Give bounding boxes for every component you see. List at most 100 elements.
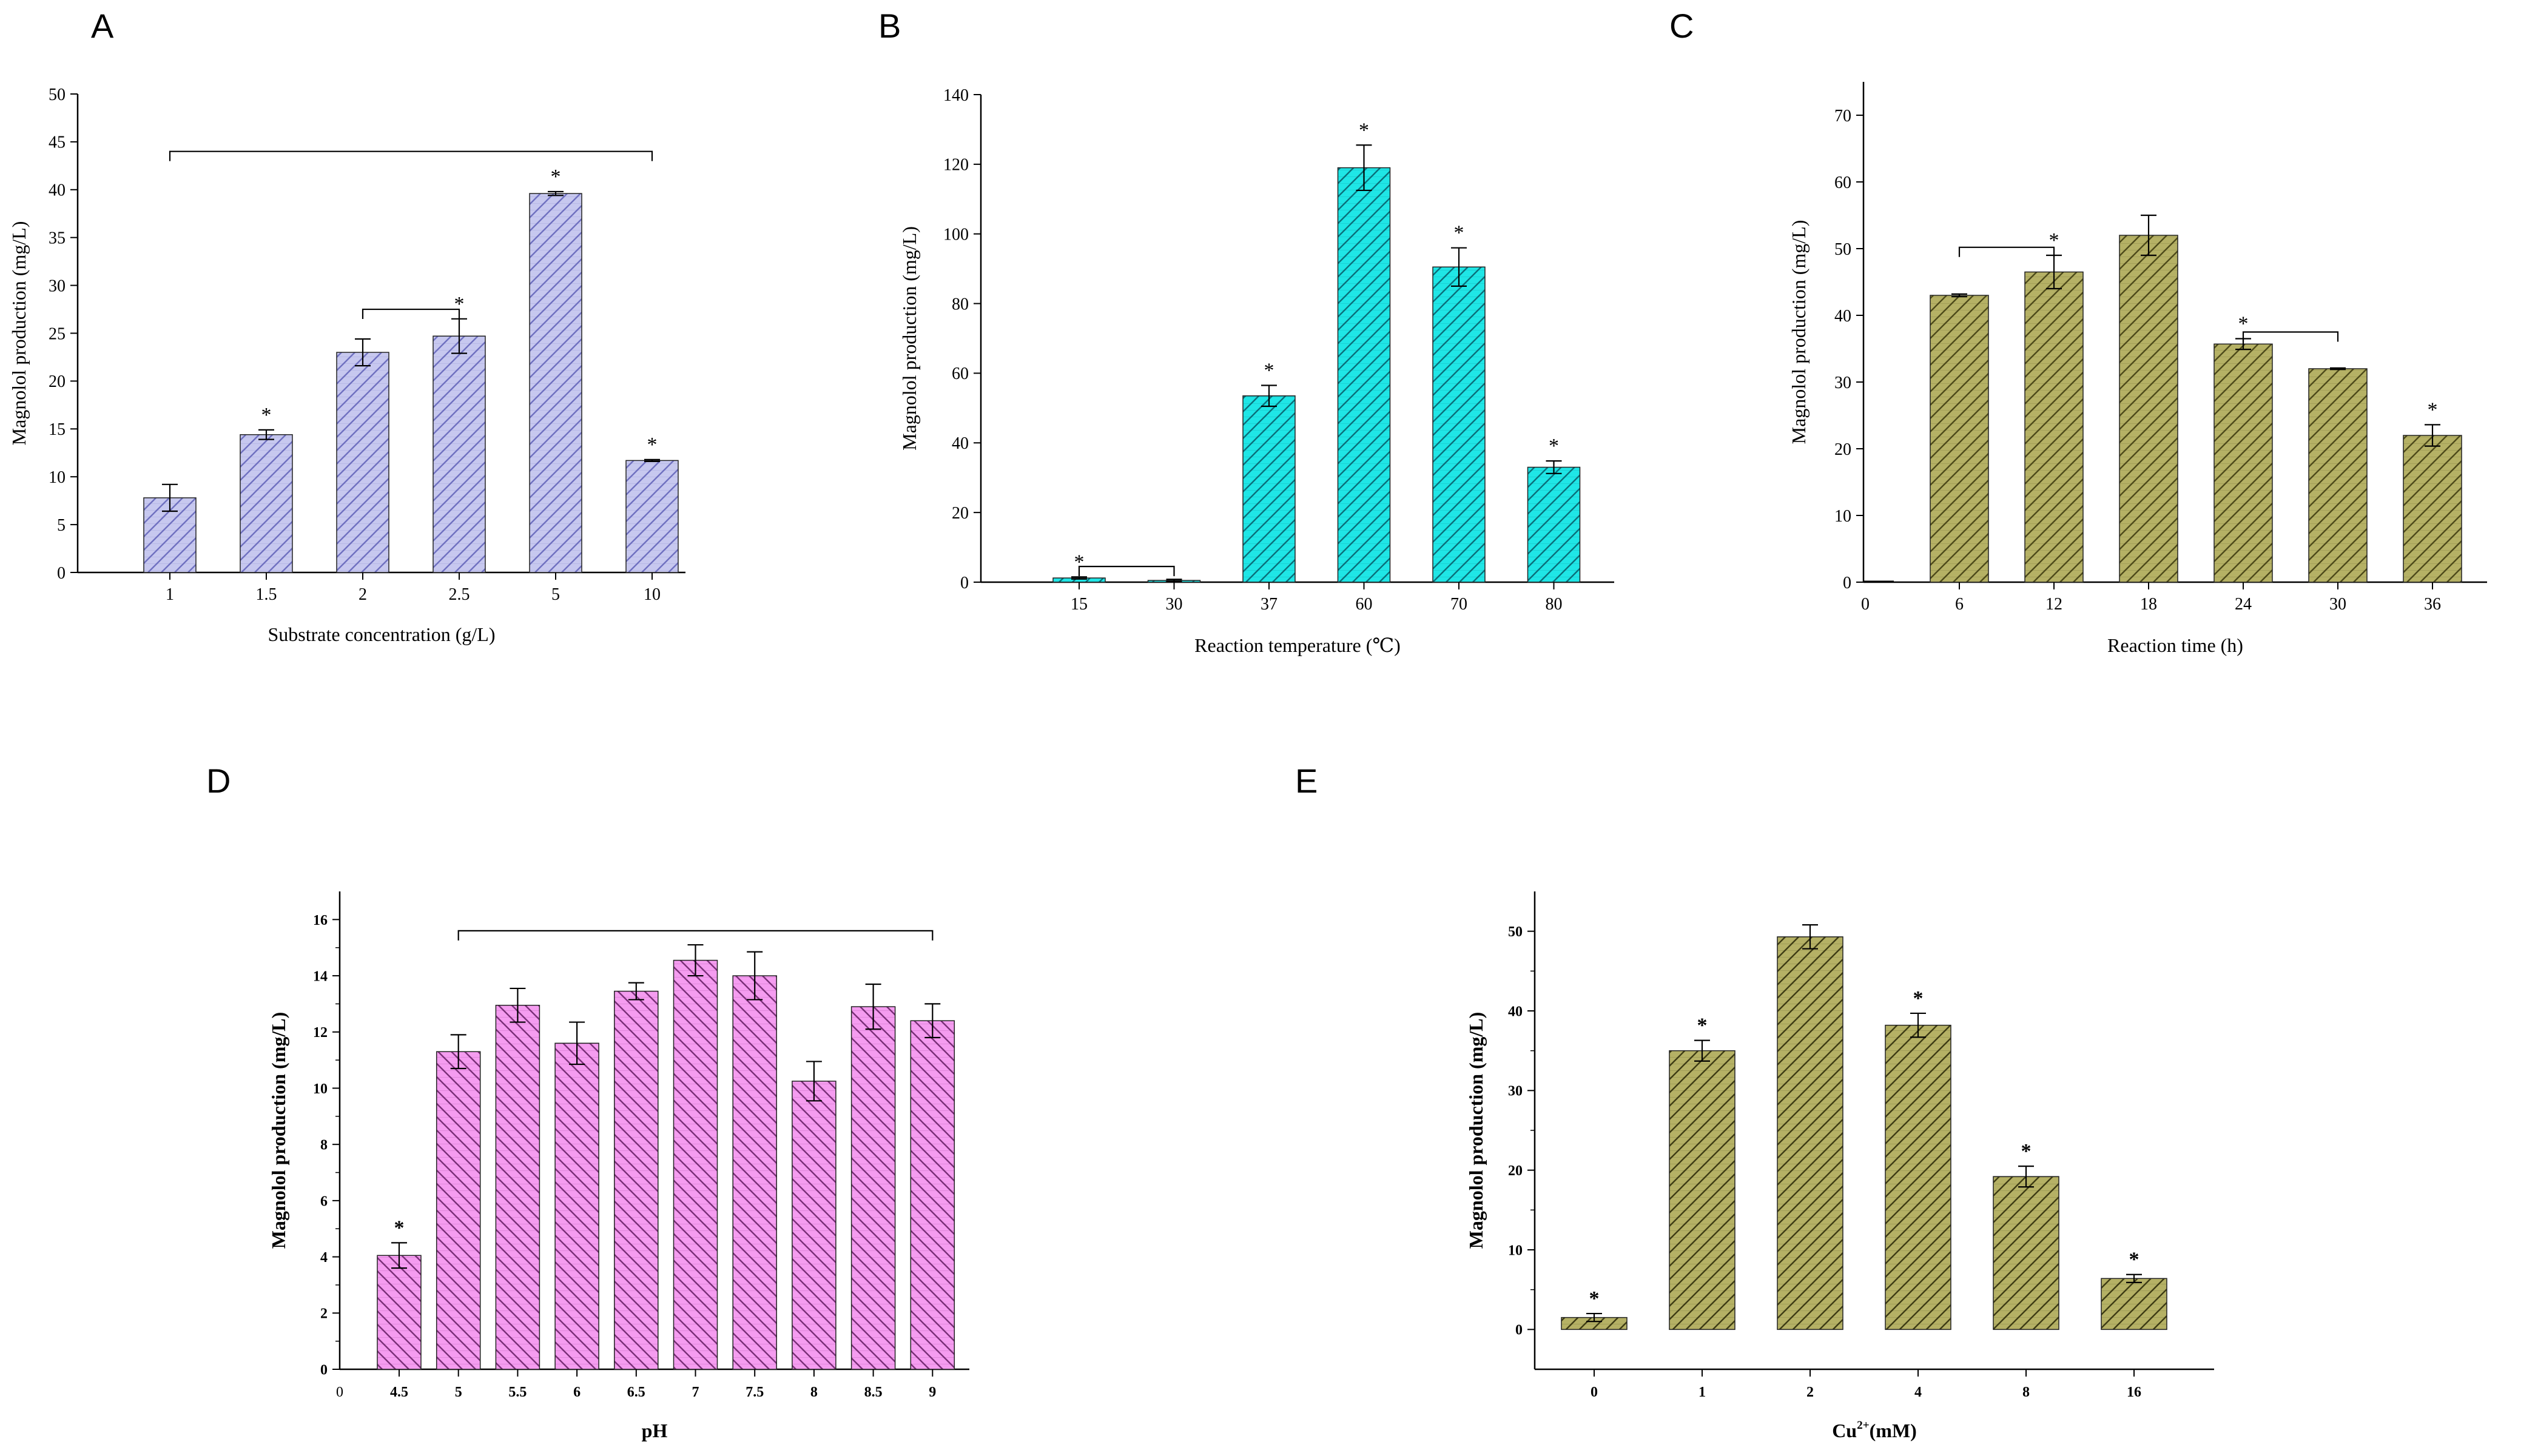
- y-axis-label: Magnolol production (mg/L): [268, 1012, 289, 1249]
- x-tick-label: 12: [2045, 595, 2062, 614]
- panel-letter-d: D: [206, 762, 231, 800]
- y-tick-label: 10: [49, 468, 66, 487]
- x-tick-label: 8: [810, 1384, 818, 1400]
- y-tick-label: 30: [1834, 374, 1851, 392]
- x-tick-label: 16: [2127, 1384, 2141, 1400]
- y-tick-label: 2: [320, 1306, 328, 1322]
- y-tick-label: 20: [952, 504, 969, 523]
- x-tick-label: 2: [359, 585, 367, 604]
- bar: [1527, 466, 1581, 583]
- y-axis-label: Magnolol production (mg/L): [1465, 1012, 1487, 1249]
- y-tick-label: 20: [49, 372, 66, 391]
- x-tick-label: 5.5: [508, 1384, 527, 1400]
- comparison-bracket: [457, 930, 934, 941]
- chart-copper-concentration: 0 10 20 30 40 50 0 * 1 * 2 4 * 8 * 16 * Cu2+(mM) Magnolol …: [1465, 891, 2214, 1441]
- significance-star: *: [2129, 1249, 2139, 1271]
- x-tick-label: 1: [1698, 1384, 1706, 1400]
- bar: [1993, 1176, 2059, 1330]
- x-origin-label: 0: [336, 1384, 343, 1400]
- x-tick-label: 8: [2022, 1384, 2030, 1400]
- y-tick-label: 40: [1508, 1004, 1523, 1019]
- bar: [614, 990, 659, 1370]
- x-axis-label: Reaction time (h): [2107, 634, 2243, 656]
- bar: [495, 1004, 540, 1370]
- comparison-bracket: [1078, 566, 1175, 577]
- bar: [1242, 395, 1296, 583]
- y-tick-label: 0: [960, 574, 969, 592]
- x-tick-label: 60: [1356, 595, 1373, 614]
- chart-reaction-time: 0 10 20 30 40 50 60 70 0 6 12 * 18 24 * 30 36 * Reaction t…: [1788, 82, 2487, 656]
- y-tick-label: 0: [1515, 1323, 1523, 1338]
- bar: [2101, 1278, 2167, 1330]
- y-tick-label: 10: [313, 1081, 328, 1097]
- x-tick-label: 30: [2329, 595, 2346, 614]
- x-tick-label: 4: [1914, 1384, 1922, 1400]
- y-tick-label: 6: [320, 1193, 328, 1209]
- chart-reaction-temperature: 0 20 40 60 80 100 120 140 15 * 30 37 * 60 * 70 * 80 * React…: [898, 86, 1614, 656]
- x-tick-label: 4.5: [390, 1384, 408, 1400]
- x-tick-label: 6: [573, 1384, 581, 1400]
- y-tick-label: 50: [1508, 924, 1523, 940]
- y-tick-label: 40: [1834, 307, 1851, 326]
- significance-star: *: [2021, 1140, 2032, 1162]
- x-tick-label: 5: [455, 1384, 462, 1400]
- significance-star: *: [1549, 435, 1559, 457]
- x-tick-label: 5: [551, 585, 560, 604]
- y-tick-label: 30: [1508, 1084, 1523, 1099]
- x-tick-label: 7: [692, 1384, 699, 1400]
- significance-star: *: [1913, 987, 1924, 1010]
- y-tick-label: 35: [49, 229, 66, 248]
- significance-star: *: [1264, 360, 1274, 382]
- x-tick-label: 9: [929, 1384, 936, 1400]
- panel-letter-b: B: [878, 7, 901, 45]
- y-tick-label: 8: [320, 1138, 328, 1153]
- bar: [850, 1006, 896, 1370]
- bar: [2308, 368, 2368, 583]
- x-tick-label: 30: [1166, 595, 1183, 614]
- y-tick-label: 12: [313, 1025, 328, 1041]
- x-origin-label: 0: [1861, 595, 1870, 614]
- bar: [377, 1255, 422, 1370]
- significance-star: *: [261, 404, 272, 426]
- x-tick-label: 2: [1806, 1384, 1814, 1400]
- bar: [1337, 167, 1391, 583]
- bar: [433, 335, 486, 573]
- significance-star: *: [2428, 398, 2438, 421]
- x-tick-label: 2.5: [449, 585, 470, 604]
- x-tick-label: 24: [2235, 595, 2252, 614]
- y-tick-label: 40: [952, 434, 969, 453]
- bar: [1885, 1024, 1951, 1330]
- bar: [436, 1051, 481, 1370]
- y-tick-label: 10: [1508, 1243, 1523, 1258]
- y-axis-label: Magnolol production (mg/L): [8, 221, 30, 446]
- x-tick-label: 36: [2424, 595, 2441, 614]
- significance-star: *: [647, 434, 658, 456]
- panel-letter-a: A: [91, 7, 114, 45]
- x-tick-label: 80: [1546, 595, 1563, 614]
- bar: [1669, 1050, 1735, 1330]
- y-tick-label: 80: [952, 295, 969, 314]
- bar: [910, 1020, 955, 1370]
- x-tick-label: 6.5: [627, 1384, 645, 1400]
- significance-star: *: [1359, 119, 1369, 141]
- y-tick-label: 0: [320, 1362, 328, 1378]
- x-axis-label: pH: [642, 1420, 668, 1441]
- x-tick-label: 0: [1591, 1384, 1598, 1400]
- bar: [240, 434, 293, 573]
- y-tick-label: 30: [49, 277, 66, 295]
- x-tick-label: 37: [1261, 595, 1278, 614]
- y-tick-label: 14: [313, 968, 328, 984]
- bar: [732, 975, 777, 1370]
- bar: [2024, 271, 2084, 583]
- y-tick-label: 0: [57, 564, 66, 583]
- y-tick-label: 4: [320, 1250, 328, 1266]
- y-tick-label: 15: [49, 420, 66, 439]
- y-tick-label: 140: [943, 86, 969, 105]
- y-tick-label: 50: [49, 86, 66, 104]
- y-tick-label: 16: [313, 913, 328, 928]
- panel-letter-c: C: [1669, 7, 1694, 45]
- x-axis-label: Cu2+(mM): [1832, 1419, 1917, 1441]
- x-tick-label: 70: [1450, 595, 1467, 614]
- comparison-bracket: [1958, 246, 2055, 257]
